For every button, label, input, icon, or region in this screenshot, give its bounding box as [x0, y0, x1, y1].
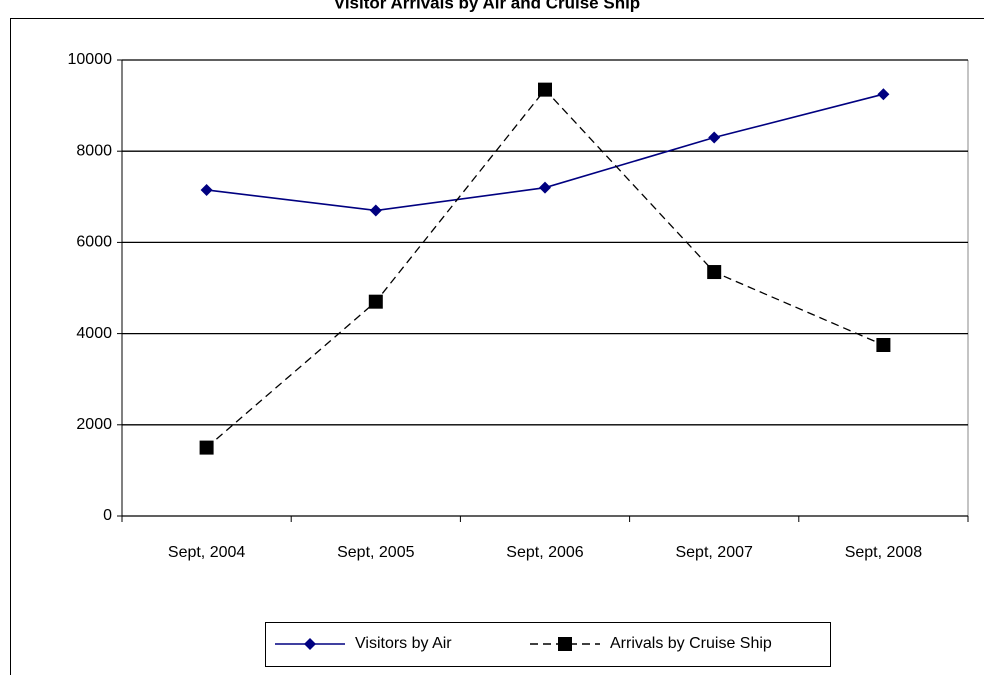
x-tick-label: Sept, 2006	[506, 544, 584, 561]
data-point	[876, 338, 891, 352]
y-tick-label: 4000	[76, 325, 112, 342]
y-tick-label: 10000	[68, 51, 113, 68]
y-tick-label: 0	[103, 507, 112, 524]
legend-marker	[558, 637, 572, 651]
chart-frame	[10, 18, 984, 675]
y-tick-label: 6000	[76, 234, 112, 251]
data-point	[368, 294, 383, 309]
legend-marker	[304, 638, 316, 650]
legend-label: Arrivals by Cruise Ship	[610, 635, 772, 652]
x-tick-label: Sept, 2007	[675, 544, 753, 561]
data-point	[539, 181, 551, 194]
data-point	[200, 183, 213, 196]
x-tick-label: Sept, 2008	[845, 544, 923, 561]
data-point	[199, 440, 214, 455]
chart-title: Visitor Arrivals by Air and Cruise Ship	[334, 0, 640, 12]
legend-label: Visitors by Air	[355, 635, 452, 652]
y-tick-label: 2000	[76, 416, 112, 433]
data-point	[877, 88, 890, 101]
x-tick-label: Sept, 2005	[337, 544, 415, 561]
data-point	[707, 265, 722, 280]
data-point	[708, 131, 721, 144]
x-tick-label: Sept, 2004	[168, 544, 246, 561]
y-tick-label: 8000	[76, 142, 112, 159]
data-point	[538, 82, 552, 97]
data-point	[369, 204, 382, 217]
